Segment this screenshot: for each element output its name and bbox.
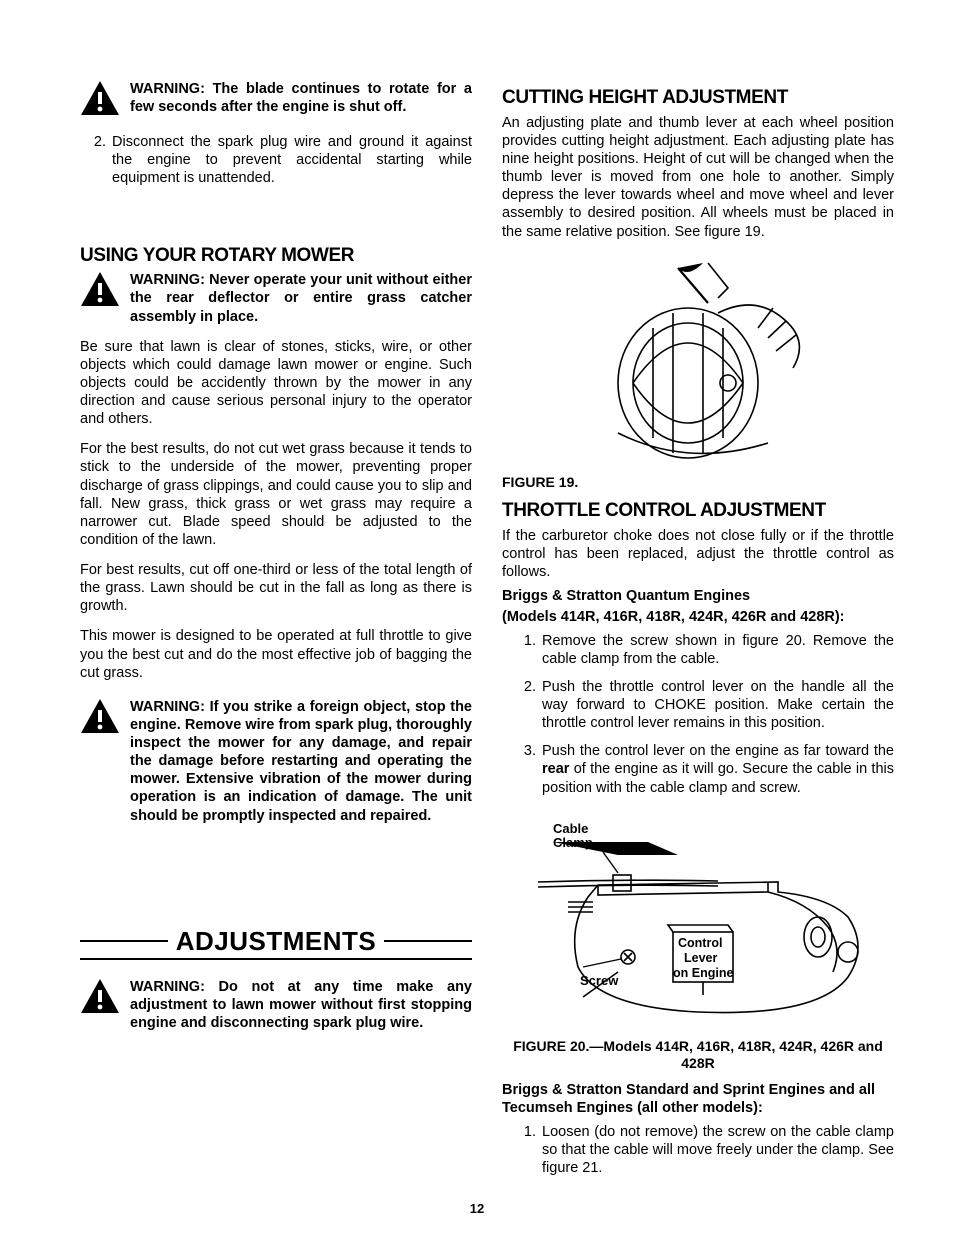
- manual-page: WARNING: The blade continues to rotate f…: [0, 0, 954, 1246]
- two-column-layout: WARNING: The blade continues to rotate f…: [80, 80, 894, 1187]
- step-item: 1. Remove the screw shown in figure 20. …: [518, 632, 894, 668]
- figure-19-caption: FIGURE 19.: [502, 474, 894, 492]
- subheading-bs-standard: Briggs & Stratton Standard and Sprint En…: [502, 1081, 894, 1117]
- warning-foreign-object: WARNING: If you strike a foreign object,…: [80, 698, 472, 825]
- subheading-bs-quantum: Briggs & Stratton Quantum Engines: [502, 587, 894, 605]
- fig20-label-lever: Control: [678, 936, 722, 950]
- figure-19: [502, 253, 894, 468]
- text-frag: Push the control lever on the engine as …: [542, 743, 894, 759]
- heading-adjustments: ADJUSTMENTS: [168, 925, 385, 958]
- heading-cutting-height: CUTTING HEIGHT ADJUSTMENT: [502, 86, 894, 110]
- paragraph: An adjusting plate and thumb lever at ea…: [502, 114, 894, 241]
- paragraph: For the best results, do not cut wet gra…: [80, 440, 472, 549]
- left-column: WARNING: The blade continues to rotate f…: [80, 80, 472, 1187]
- step-item: 3. Push the control lever on the engine …: [518, 742, 894, 796]
- step-number: 3.: [518, 742, 536, 796]
- step-number: 2.: [88, 133, 106, 187]
- heading-using-mower: USING YOUR ROTARY MOWER: [80, 244, 472, 268]
- warning-adjustment: WARNING: Do not at any time make any adj…: [80, 978, 472, 1032]
- rule-line: [384, 940, 472, 942]
- right-column: CUTTING HEIGHT ADJUSTMENT An adjusting p…: [502, 80, 894, 1187]
- warning-foreign-object-text: WARNING: If you strike a foreign object,…: [130, 698, 472, 825]
- step-number: 2.: [518, 678, 536, 732]
- svg-text:on Engine: on Engine: [673, 966, 733, 980]
- warning-triangle-icon: [80, 698, 120, 739]
- heading-throttle: THROTTLE CONTROL ADJUSTMENT: [502, 499, 894, 523]
- figure-20: Cable Clamp Screw Control Lever on Engin…: [502, 807, 894, 1032]
- underline: [80, 958, 472, 960]
- throttle-steps: 1. Remove the screw shown in figure 20. …: [502, 632, 894, 797]
- paragraph: If the carburetor choke does not close f…: [502, 527, 894, 581]
- warning-triangle-icon: [80, 80, 120, 121]
- step-text: Push the throttle control lever on the h…: [542, 678, 894, 732]
- paragraph: This mower is designed to be operated at…: [80, 627, 472, 681]
- step-item: 2. Push the throttle control lever on th…: [518, 678, 894, 732]
- fig20-label-clamp: Cable: [553, 821, 588, 836]
- warning-triangle-icon: [80, 271, 120, 312]
- step-number: 1.: [518, 1123, 536, 1177]
- step-item: 1. Loosen (do not remove) the screw on t…: [518, 1123, 894, 1177]
- warning-deflector: WARNING: Never operate your unit without…: [80, 271, 472, 325]
- warning-blade: WARNING: The blade continues to rotate f…: [80, 80, 472, 121]
- warning-blade-text: WARNING: The blade continues to rotate f…: [130, 80, 472, 116]
- subheading-models: (Models 414R, 416R, 418R, 424R, 426R and…: [502, 608, 894, 626]
- figure-20-caption: FIGURE 20.—Models 414R, 416R, 418R, 424R…: [502, 1038, 894, 1073]
- fig20-label-screw: Screw: [580, 973, 619, 988]
- text-frag: of the engine as it will go. Secure the …: [542, 761, 894, 795]
- step-text: Remove the screw shown in figure 20. Rem…: [542, 632, 894, 668]
- step-item: 2. Disconnect the spark plug wire and gr…: [80, 133, 472, 187]
- step-text: Disconnect the spark plug wire and groun…: [112, 133, 472, 187]
- warning-triangle-icon: [80, 978, 120, 1019]
- adjustments-heading-block: ADJUSTMENTS: [80, 925, 472, 961]
- rule-line: [80, 940, 168, 942]
- svg-text:Lever: Lever: [684, 951, 717, 965]
- step-text: Loosen (do not remove) the screw on the …: [542, 1123, 894, 1177]
- warning-deflector-text: WARNING: Never operate your unit without…: [130, 271, 472, 325]
- warning-adjustment-text: WARNING: Do not at any time make any adj…: [130, 978, 472, 1032]
- step-number: 1.: [518, 632, 536, 668]
- standard-steps: 1. Loosen (do not remove) the screw on t…: [502, 1123, 894, 1177]
- paragraph: Be sure that lawn is clear of stones, st…: [80, 338, 472, 429]
- page-number: 12: [0, 1201, 954, 1216]
- paragraph: For best results, cut off one-third or l…: [80, 561, 472, 615]
- step-text: Push the control lever on the engine as …: [542, 742, 894, 796]
- svg-text:Clamp: Clamp: [553, 835, 593, 850]
- text-bold: rear: [542, 761, 569, 777]
